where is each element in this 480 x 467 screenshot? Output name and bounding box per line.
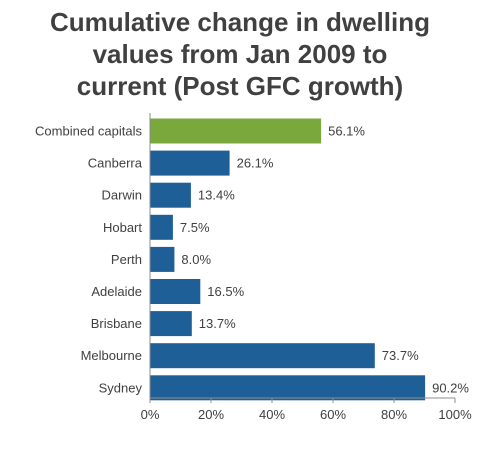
x-tick-label-2: 40% xyxy=(259,407,285,422)
category-label-canberra: Canberra xyxy=(88,156,143,171)
bar-sydney xyxy=(150,375,426,401)
value-label-darwin: 13.4% xyxy=(198,188,235,203)
chart-title: Cumulative change in dwelling values fro… xyxy=(0,6,480,102)
bar-adelaide xyxy=(150,279,201,304)
x-tick-label-3: 60% xyxy=(320,407,346,422)
bar-hobart xyxy=(150,214,173,240)
chart-title-line-2: values from Jan 2009 to xyxy=(92,39,388,69)
bar-combined-capitals xyxy=(150,118,322,144)
axes-layer: 0% 20% 40% 60% 80% 100% xyxy=(141,112,472,422)
bars-layer: Combined capitals 56.1% Canberra 26.1% Darwi… xyxy=(35,118,469,401)
bar-brisbane xyxy=(150,311,192,337)
x-tick-label-1: 20% xyxy=(198,407,224,422)
x-tick-label-5: 100% xyxy=(438,407,472,422)
category-label-sydney: Sydney xyxy=(99,380,143,395)
value-label-melbourne: 73.7% xyxy=(382,348,419,363)
category-label-brisbane: Brisbane xyxy=(91,316,142,331)
category-label-melbourne: Melbourne xyxy=(81,348,142,363)
chart-title-line-1: Cumulative change in dwelling xyxy=(50,7,430,37)
bar-darwin xyxy=(150,182,191,208)
bar-melbourne xyxy=(150,343,375,369)
chart-title-line-3: current (Post GFC growth) xyxy=(76,71,404,101)
x-tick-label-0: 0% xyxy=(141,407,160,422)
category-label-combined-capitals: Combined capitals xyxy=(35,124,142,139)
value-label-canberra: 26.1% xyxy=(237,156,274,171)
value-label-brisbane: 13.7% xyxy=(199,316,236,331)
category-label-hobart: Hobart xyxy=(103,220,142,235)
value-label-perth: 8.0% xyxy=(181,252,211,267)
value-label-adelaide: 16.5% xyxy=(207,284,244,299)
value-label-combined-capitals: 56.1% xyxy=(328,124,365,139)
value-label-sydney: 90.2% xyxy=(432,380,469,395)
category-label-adelaide: Adelaide xyxy=(91,284,142,299)
bar-perth xyxy=(150,246,175,272)
bar-canberra xyxy=(150,150,230,176)
value-label-hobart: 7.5% xyxy=(180,220,210,235)
category-label-perth: Perth xyxy=(111,252,142,267)
x-tick-label-4: 80% xyxy=(381,407,407,422)
category-label-darwin: Darwin xyxy=(102,188,142,203)
